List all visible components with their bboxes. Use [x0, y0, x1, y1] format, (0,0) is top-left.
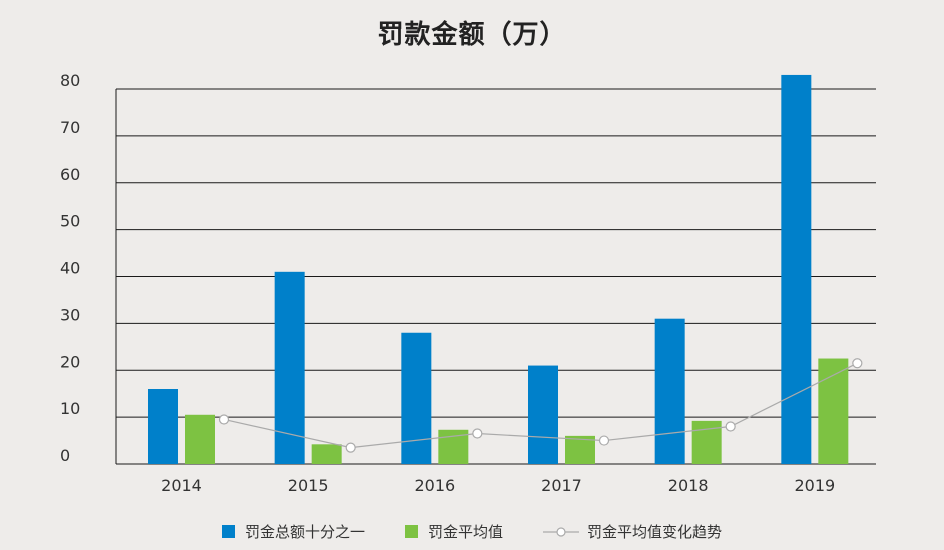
x-tick-label: 2019 [794, 476, 835, 495]
bar-total[interactable] [781, 74, 812, 464]
y-tick-label: 60 [60, 165, 80, 184]
bar-total[interactable] [654, 318, 685, 464]
trend-point[interactable] [345, 442, 356, 453]
bar-total[interactable] [401, 332, 432, 464]
bar-total[interactable] [528, 365, 558, 464]
trend-line [218, 358, 863, 453]
y-tick-label: 50 [60, 212, 80, 231]
trend-line-path [223, 362, 858, 449]
legend-item-total[interactable]: 罚金总额十分之一 [221, 521, 365, 542]
y-tick-label: 40 [60, 259, 80, 278]
y-tick-label: 30 [60, 305, 80, 324]
bar-average[interactable] [311, 444, 342, 464]
bars [148, 74, 849, 464]
legend-swatch-trend-icon [543, 526, 579, 537]
bar-average[interactable] [185, 414, 215, 464]
x-axis-ticks: 2014 2015 2016 2017 2018 2019 [161, 476, 835, 495]
legend-swatch-total [221, 525, 235, 538]
legend-swatch-average [404, 525, 418, 538]
x-tick-label: 2018 [668, 476, 709, 495]
y-tick-label: 10 [60, 399, 80, 418]
x-tick-label: 2014 [161, 476, 202, 495]
y-axis-ticks: 0 10 20 30 40 50 60 70 80 [60, 71, 80, 465]
x-tick-label: 2015 [288, 476, 329, 495]
bar-average[interactable] [565, 435, 595, 464]
x-tick-label: 2017 [541, 476, 582, 495]
legend-label-trend: 罚金平均值变化趋势 [587, 523, 723, 541]
chart-title: 罚款金额（万） [377, 20, 567, 50]
legend-item-average[interactable]: 罚金平均值 [404, 521, 503, 542]
gridlines [115, 88, 876, 465]
trend-point[interactable] [725, 421, 736, 432]
y-tick-label: 70 [60, 118, 80, 137]
y-tick-label: 80 [60, 71, 80, 90]
legend: 罚金总额十分之一 罚金平均值 罚金平均值变化趋势 [0, 521, 944, 542]
legend-label-total: 罚金总额十分之一 [244, 523, 365, 541]
bar-total[interactable] [274, 271, 305, 464]
trend-point[interactable] [472, 428, 483, 439]
trend-point[interactable] [852, 358, 863, 369]
bar-total[interactable] [148, 389, 178, 464]
bar-average[interactable] [691, 420, 722, 464]
trend-point[interactable] [598, 435, 610, 446]
x-tick-label: 2016 [414, 476, 455, 495]
trend-point[interactable] [218, 414, 230, 425]
legend-item-trend[interactable]: 罚金平均值变化趋势 [543, 521, 722, 542]
bar-average[interactable] [818, 358, 849, 464]
y-tick-label: 20 [60, 352, 80, 371]
y-tick-label: 0 [60, 446, 70, 465]
legend-label-average: 罚金平均值 [427, 523, 503, 541]
